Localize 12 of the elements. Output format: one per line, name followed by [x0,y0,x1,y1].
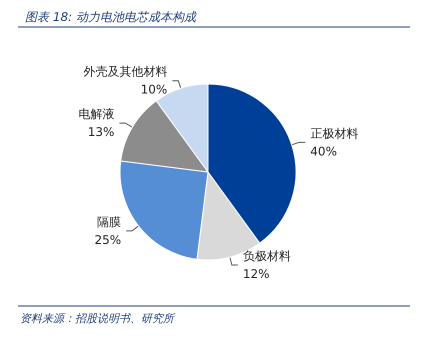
slice-label: 电解液 [78,107,114,122]
slice-label: 隔膜 [97,214,122,229]
data-label: 12% [242,266,270,281]
slice-label: 外壳及其他材料 [83,64,168,79]
text: 资料来源：招股说明书、研究所 [20,312,176,325]
chart-title: 图表 18: 动力电池电芯成本构成 [25,10,198,24]
data-label: 40% [310,144,337,158]
data-label: 10% [140,82,168,97]
data-label: 13% [88,125,114,140]
data-label: 25% [94,232,122,247]
slice-label: 负极材料 [242,248,291,263]
slice-label: 正极材料 [310,126,358,140]
